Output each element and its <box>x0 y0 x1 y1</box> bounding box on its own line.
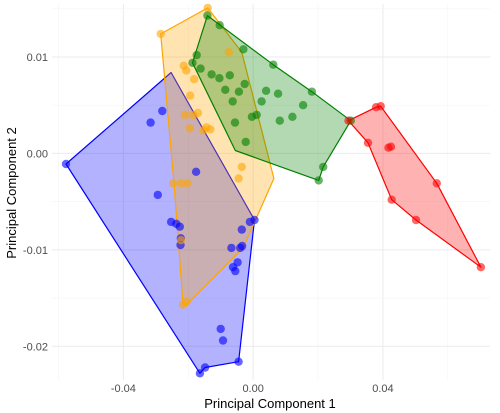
data-point-cluster-4 <box>344 116 353 125</box>
data-point-cluster-2 <box>176 236 186 245</box>
y-tick-label: 0.00 <box>27 148 48 160</box>
point-layer <box>61 3 486 378</box>
data-point-cluster-1 <box>234 357 243 366</box>
data-point-cluster-3 <box>230 118 240 127</box>
data-point-cluster-2 <box>176 179 186 188</box>
y-axis-title: Principal Component 2 <box>4 127 19 259</box>
data-point-cluster-1 <box>237 225 246 234</box>
x-tick-label: 0.04 <box>372 383 393 395</box>
y-tick-label: -0.02 <box>23 341 48 353</box>
x-axis-title: Principal Component 1 <box>204 396 336 411</box>
data-point-cluster-3 <box>239 45 248 54</box>
data-point-cluster-3 <box>207 70 216 79</box>
data-point-cluster-2 <box>234 174 243 183</box>
data-point-cluster-3 <box>261 86 271 96</box>
data-point-cluster-2 <box>182 297 191 307</box>
data-point-cluster-4 <box>476 263 486 272</box>
data-point-cluster-3 <box>269 60 278 69</box>
data-point-cluster-1 <box>153 190 162 200</box>
data-point-cluster-3 <box>319 162 328 172</box>
data-point-cluster-3 <box>203 11 212 20</box>
data-point-cluster-1 <box>61 159 71 169</box>
data-point-cluster-1 <box>237 241 247 251</box>
data-point-cluster-4 <box>363 138 373 147</box>
x-tick-label: -0.04 <box>111 383 136 395</box>
data-point-cluster-2 <box>189 110 198 120</box>
data-point-cluster-2 <box>156 29 165 39</box>
data-point-cluster-3 <box>240 79 249 89</box>
data-point-cluster-4 <box>386 142 396 151</box>
y-tick-label: -0.01 <box>23 245 48 257</box>
data-point-cluster-3 <box>257 97 266 106</box>
data-point-cluster-3 <box>241 137 250 147</box>
data-point-cluster-3 <box>288 112 297 122</box>
data-point-cluster-3 <box>314 176 323 185</box>
data-point-cluster-1 <box>216 324 225 334</box>
data-point-cluster-3 <box>234 87 244 96</box>
data-point-cluster-2 <box>182 66 191 75</box>
data-point-cluster-1 <box>191 167 201 176</box>
data-point-cluster-3 <box>228 97 237 106</box>
data-point-cluster-3 <box>275 116 284 125</box>
data-point-cluster-2 <box>206 125 215 134</box>
data-point-cluster-2 <box>186 91 195 100</box>
data-point-cluster-4 <box>411 215 421 225</box>
data-point-cluster-1 <box>231 266 240 276</box>
cluster-hull-4 <box>347 105 482 268</box>
data-point-cluster-3 <box>215 21 224 30</box>
data-point-cluster-2 <box>168 179 178 188</box>
data-point-cluster-1 <box>227 243 236 253</box>
data-point-cluster-2 <box>237 162 246 172</box>
grid-layer <box>52 4 490 380</box>
x-tick-label: 0.00 <box>242 383 263 395</box>
data-point-cluster-3 <box>307 87 317 96</box>
data-point-cluster-1 <box>200 363 210 372</box>
data-point-cluster-3 <box>273 89 283 98</box>
data-point-cluster-2 <box>180 110 190 120</box>
data-point-cluster-3 <box>252 110 261 120</box>
data-point-cluster-4 <box>376 102 385 111</box>
data-point-cluster-3 <box>192 50 201 60</box>
tick-label-layer: -0.04 0.00 0.04 0.01 0.00 -0.01 -0.02 <box>23 52 394 395</box>
data-point-cluster-1 <box>158 106 167 116</box>
data-point-cluster-2 <box>185 124 195 133</box>
data-point-cluster-4 <box>387 195 396 204</box>
data-point-cluster-1 <box>195 369 205 378</box>
y-tick-label: 0.01 <box>27 52 48 64</box>
data-point-cluster-1 <box>175 222 184 231</box>
data-point-cluster-4 <box>432 179 441 188</box>
data-point-cluster-1 <box>146 118 155 127</box>
data-point-cluster-2 <box>183 179 192 188</box>
data-point-cluster-1 <box>218 336 228 345</box>
data-point-cluster-2 <box>199 126 208 135</box>
data-point-cluster-3 <box>225 71 234 80</box>
data-point-cluster-2 <box>224 48 233 57</box>
data-point-cluster-1 <box>250 215 259 225</box>
data-point-cluster-3 <box>298 101 308 110</box>
data-point-cluster-3 <box>196 64 205 73</box>
data-point-cluster-3 <box>221 85 230 95</box>
data-point-cluster-1 <box>233 258 242 267</box>
data-point-cluster-3 <box>188 58 197 67</box>
data-point-cluster-3 <box>215 74 224 83</box>
data-point-cluster-2 <box>189 75 199 84</box>
data-point-cluster-2 <box>203 3 212 13</box>
